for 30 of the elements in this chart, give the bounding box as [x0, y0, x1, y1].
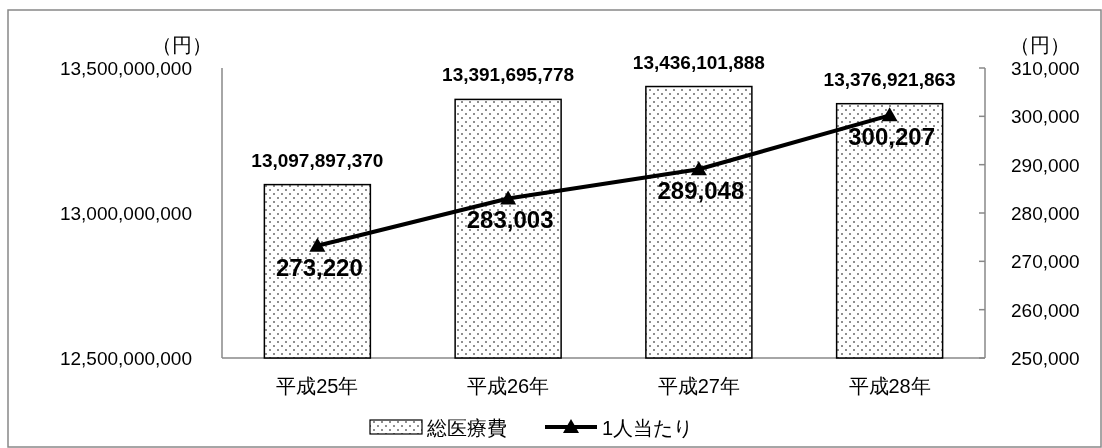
data-label: 13,436,101,888: [632, 51, 765, 73]
x-tick-label: 平成25年: [276, 375, 359, 397]
y2-tick-label: 250,000: [1011, 348, 1080, 369]
point: [690, 161, 707, 176]
point: [500, 190, 517, 205]
y2-axis-title: （円）: [1010, 34, 1070, 56]
data-label: 13,391,695,778: [442, 64, 575, 86]
data-label: 283,003: [466, 206, 554, 234]
y-axis-title: （円）: [152, 34, 212, 56]
data-label: 273,220: [275, 253, 363, 281]
data-label: 289,048: [657, 177, 745, 205]
text: 総医療費: [426, 417, 507, 439]
y2-tick-label: 280,000: [1011, 203, 1080, 224]
x-tick-label: 平成27年: [657, 375, 740, 397]
x-tick-label: 平成26年: [467, 375, 550, 397]
y2-tick-label: 290,000: [1011, 154, 1080, 176]
y2-tick-label: 300,000: [1011, 106, 1080, 128]
data-label: 13,097,897,370: [251, 149, 384, 171]
y2-tick-label: 270,000: [1011, 251, 1080, 273]
y-tick-label: 13,500,000,000: [59, 58, 192, 79]
data-label: 13,376,921,863: [823, 68, 956, 90]
y-tick-label: 12,500,000,000: [59, 348, 192, 369]
data-label: 300,207: [848, 123, 936, 151]
x-tick-label: 平成28年: [848, 375, 931, 397]
point: [881, 107, 898, 122]
y2-tick-label: 310,000: [1011, 58, 1080, 79]
legend-label: 1人当たり: [602, 417, 694, 439]
point: [309, 237, 326, 252]
y-tick-label: 13,000,000,000: [59, 203, 192, 224]
y2-tick-label: 260,000: [1011, 299, 1080, 321]
